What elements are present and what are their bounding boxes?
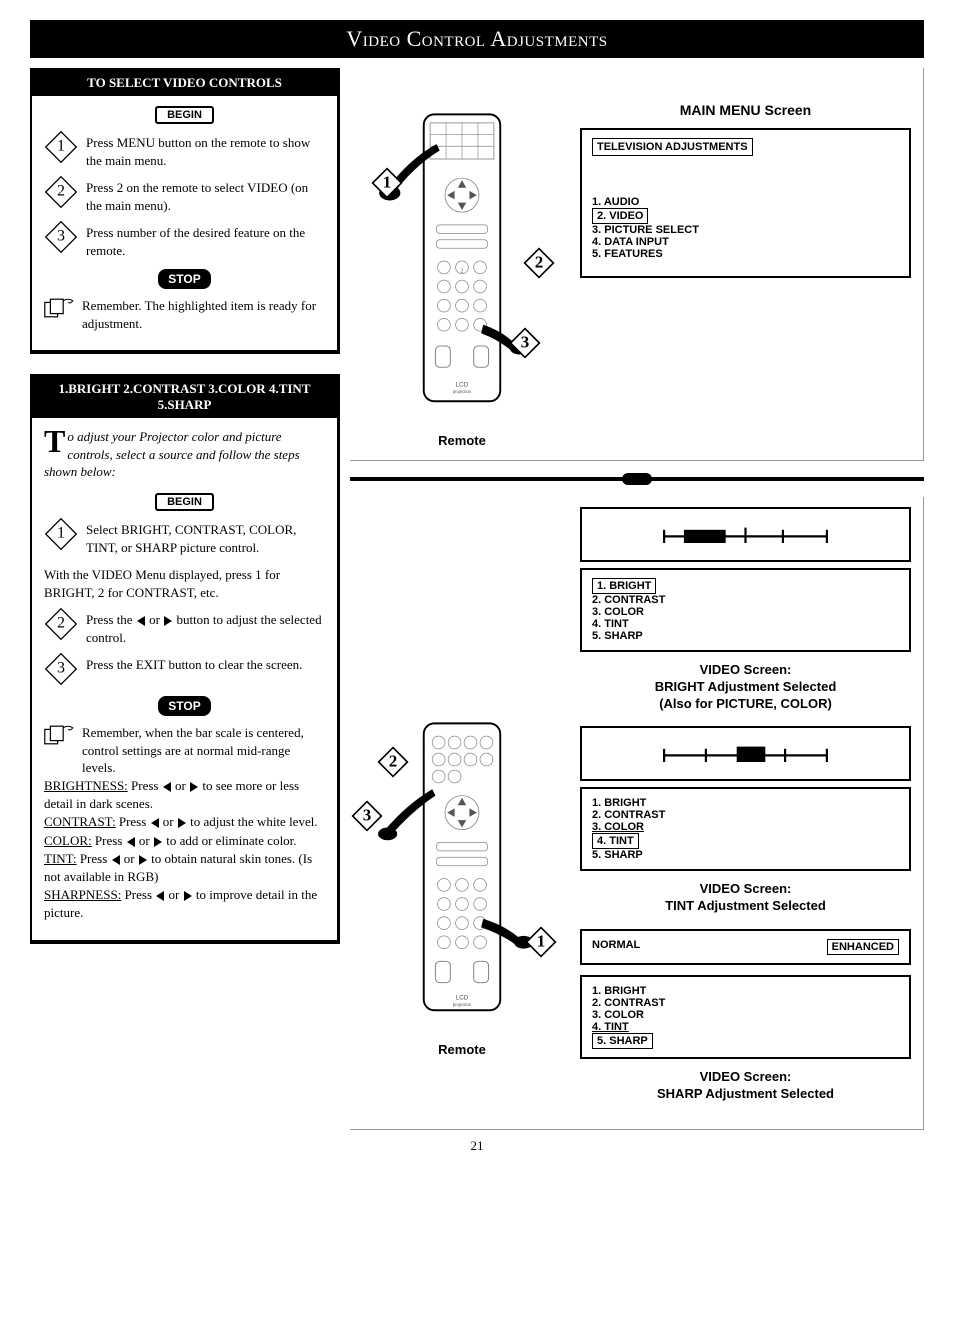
menu-item-video: 2. VIDEO (592, 208, 648, 224)
step2-diamond-1: 1 (44, 517, 78, 551)
video-screen-tint: 1. BRIGHT 2. CONTRAST 3. COLOR 4. TINT 5… (580, 787, 911, 871)
left-column: TO SELECT VIDEO CONTROLS BEGIN 1 Press M… (30, 68, 340, 964)
section1-header: TO SELECT VIDEO CONTROLS (32, 70, 337, 96)
svg-text:projection: projection (453, 389, 472, 394)
note-icon-2 (44, 724, 76, 746)
step2-diamond-3: 3 (44, 652, 78, 686)
begin-label-2: BEGIN (155, 493, 214, 511)
menu-item-picture-select: 3. PICTURE SELECT (592, 224, 899, 236)
caption-tint: VIDEO Screen: TINT Adjustment Selected (580, 881, 911, 915)
stop-label: STOP (158, 269, 210, 289)
video-screen-sharp-mode: NORMAL ENHANCED (580, 929, 911, 965)
page-number: 21 (30, 1138, 924, 1154)
remote-illustration-1: 2 LCD projection (362, 108, 562, 448)
step2-2-text: Press the or button to adjust the select… (86, 611, 325, 646)
svg-text:LCD: LCD (456, 381, 469, 388)
note1-text: Remember. The highlighted item is ready … (82, 297, 325, 332)
step2-1: 1 Select BRIGHT, CONTRAST, COLOR, TINT, … (44, 521, 325, 556)
right-column: 2 LCD projection (350, 68, 924, 1130)
remote-svg-1: 2 LCD projection (377, 108, 547, 427)
step2-text: Press 2 on the remote to select VIDEO (o… (86, 179, 325, 214)
video-screen-sharp: 1. BRIGHT 2. CONTRAST 3. COLOR 4. TINT 5… (580, 975, 911, 1059)
caption-sharp: VIDEO Screen: SHARP Adjustment Selected (580, 1069, 911, 1103)
svg-text:2: 2 (460, 268, 463, 275)
page-title: Video Control Adjustments (30, 20, 924, 58)
remote-label-1: Remote (438, 433, 486, 448)
remote-label-2: Remote (438, 1042, 486, 1057)
video-screen-bright: 1. BRIGHT 2. CONTRAST 3. COLOR 4. TINT 5… (580, 568, 911, 652)
section-adjustments: 1.BRIGHT 2.CONTRAST 3.COLOR 4.TINT 5.SHA… (30, 374, 340, 944)
note-2: Remember, when the bar scale is centered… (44, 724, 325, 777)
main-menu-screen-col: MAIN MENU Screen TELEVISION ADJUSTMENTS … (580, 98, 911, 288)
stop-label-2: STOP (158, 696, 210, 716)
mode-normal: NORMAL (592, 939, 640, 955)
step-diamond-3: 3 (44, 220, 78, 254)
step2-3: 3 Press the EXIT button to clear the scr… (44, 656, 325, 686)
slider-bright (580, 507, 911, 562)
tv-adjustments-label: TELEVISION ADJUSTMENTS (592, 138, 753, 156)
menu-item-features: 5. FEATURES (592, 248, 899, 260)
section2-header: 1.BRIGHT 2.CONTRAST 3.COLOR 4.TINT 5.SHA… (32, 376, 337, 418)
dropcap: T (44, 428, 67, 455)
section-select-video-controls: TO SELECT VIDEO CONTROLS BEGIN 1 Press M… (30, 68, 340, 354)
step2-diamond-2: 2 (44, 607, 78, 641)
step-2: 2 Press 2 on the remote to select VIDEO … (44, 179, 325, 214)
step2-3-text: Press the EXIT button to clear the scree… (86, 656, 302, 674)
definitions: BRIGHTNESS: Press or to see more or less… (44, 777, 325, 923)
right-block-1: 2 LCD projection (350, 68, 924, 461)
arrow-right-icon (164, 616, 172, 626)
caption-bright: VIDEO Screen: BRIGHT Adjustment Selected… (580, 662, 911, 713)
menu-item-data-input: 4. DATA INPUT (592, 236, 899, 248)
step2-1-text: Select BRIGHT, CONTRAST, COLOR, TINT, or… (86, 521, 325, 556)
begin-label: BEGIN (155, 106, 214, 124)
arrow-left-icon (137, 616, 145, 626)
intro-paragraph: To adjust your Projector color and pictu… (44, 428, 325, 481)
step2-2: 2 Press the or button to adjust the sele… (44, 611, 325, 646)
step-diamond-1: 1 (44, 130, 78, 164)
video-screens-col: 1. BRIGHT 2. CONTRAST 3. COLOR 4. TINT 5… (580, 507, 911, 1117)
slider-tint (580, 726, 911, 781)
mode-enhanced: ENHANCED (827, 939, 899, 955)
step-3: 3 Press number of the desired feature on… (44, 224, 325, 259)
step1-text: Press MENU button on the remote to show … (86, 134, 325, 169)
step-1: 1 Press MENU button on the remote to sho… (44, 134, 325, 169)
menu-item-audio: 1. AUDIO (592, 196, 899, 208)
note-icon (44, 297, 76, 319)
svg-text:LCD: LCD (456, 994, 469, 1001)
main-menu-screen: TELEVISION ADJUSTMENTS 1. AUDIO 2. VIDEO… (580, 128, 911, 278)
main-menu-title: MAIN MENU Screen (580, 102, 911, 118)
remote-illustration-2: LCD projection 2 (362, 717, 562, 1057)
separator (350, 473, 924, 485)
step-diamond-2: 2 (44, 175, 78, 209)
intro-rest: o adjust your Projector color and pictur… (44, 429, 300, 479)
note-1: Remember. The highlighted item is ready … (44, 297, 325, 332)
right-block-2: LCD projection 2 (350, 497, 924, 1130)
note2-text: Remember, when the bar scale is centered… (82, 724, 325, 777)
step2-1b-text: With the VIDEO Menu displayed, press 1 f… (44, 566, 325, 601)
svg-text:projection: projection (453, 1002, 472, 1007)
step3-text: Press number of the desired feature on t… (86, 224, 325, 259)
